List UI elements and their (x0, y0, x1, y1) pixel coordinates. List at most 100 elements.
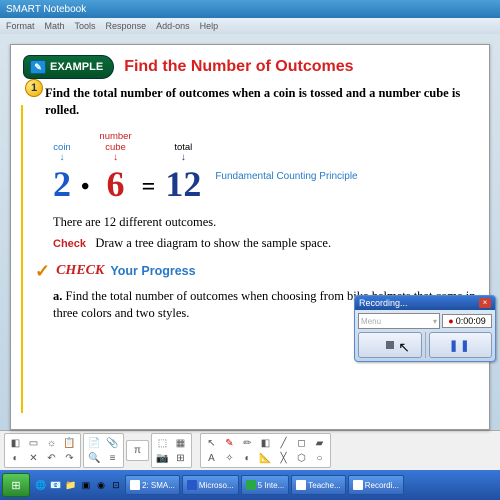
ql-icon[interactable]: ◉ (94, 476, 108, 494)
check-progress-header: ✓ CHECK Your Progress (35, 261, 477, 282)
task-label: 5 Inte... (258, 481, 285, 490)
problem-text: Find the total number of outcomes when a… (45, 85, 477, 119)
tool-icon[interactable]: ☼ (43, 436, 60, 450)
fill-icon[interactable]: ▰ (311, 436, 328, 450)
task-label: 2: SMA... (142, 481, 175, 490)
tool-group-5: ↖ ✎ ✏ ◧ ╱ ◻ ▰ A ✧ ◐ 📐 ╳ ⬡ ○ (200, 433, 331, 468)
shape-icon[interactable]: ◻ (293, 436, 310, 450)
recording-menu-dropdown[interactable]: Menu ▾ (358, 313, 440, 329)
task-label: Microso... (199, 481, 234, 490)
tool-icon[interactable]: 🔍 (86, 451, 103, 465)
ql-icon[interactable]: 🌐 (34, 476, 48, 494)
left-rule (21, 105, 23, 413)
menu-help[interactable]: Help (200, 21, 219, 31)
recording-widget[interactable]: Recording... × Menu ▾ ●0:00:09 ❚❚ (354, 295, 496, 362)
tool-icon[interactable]: ≡ (104, 451, 121, 465)
check-instruction: Draw a tree diagram to show the sample s… (95, 236, 331, 250)
tool-icon[interactable]: 📄 (86, 436, 103, 450)
start-button[interactable]: ⊞ (2, 473, 30, 497)
tool-icon[interactable]: ↷ (61, 451, 78, 465)
tool-icon[interactable]: ↶ (43, 451, 60, 465)
quick-launch: 🌐 📧 📁 ▣ ◉ ⊡ (34, 476, 123, 494)
text-icon[interactable]: A (203, 451, 220, 465)
ruler-icon[interactable]: 📐 (257, 451, 274, 465)
ql-icon[interactable]: ▣ (79, 476, 93, 494)
pen-icon[interactable]: ✏ (239, 436, 256, 450)
recording-title-bar[interactable]: Recording... × (355, 296, 495, 310)
ql-icon[interactable]: ⊡ (109, 476, 123, 494)
ql-icon[interactable]: 📁 (64, 476, 78, 494)
badge-icon: ✎ (30, 60, 46, 74)
tool-icon[interactable]: 📎 (104, 436, 121, 450)
tool-icon[interactable]: ▦ (172, 436, 189, 450)
eq-cube-col: number cube ↓ 6 (99, 131, 131, 205)
pen-icon[interactable]: ✎ (221, 436, 238, 450)
value-cube: 6 (107, 163, 125, 205)
tool-icon[interactable]: ◐ (7, 451, 24, 465)
menu-format[interactable]: Format (6, 21, 35, 31)
example-badge: ✎ EXAMPLE (23, 55, 114, 79)
pause-button[interactable]: ❚❚ (429, 332, 493, 358)
pointer-icon[interactable]: ↖ (203, 436, 220, 450)
example-badge-text: EXAMPLE (50, 61, 103, 73)
tool-icon[interactable]: ⬚ (154, 436, 171, 450)
tool-icon[interactable]: ✕ (25, 451, 42, 465)
label-cube: number cube (99, 131, 131, 153)
recording-row-2: ❚❚ (355, 332, 495, 361)
step-number: 1 (25, 79, 43, 97)
app-title: SMART Notebook (6, 4, 86, 15)
tool-icon[interactable]: ○ (311, 451, 328, 465)
recording-row-1: Menu ▾ ●0:00:09 (355, 310, 495, 332)
tool-icon[interactable]: ╳ (275, 451, 292, 465)
tool-group-1: ◧ ▭ ☼ 📋 ◐ ✕ ↶ ↷ (4, 433, 81, 468)
tool-icon[interactable]: ⬡ (293, 451, 310, 465)
tool-icon[interactable]: ◐ (239, 451, 256, 465)
tool-group-4: ⬚ ▦ 📷 ⊞ (151, 433, 192, 468)
check-line: Check Draw a tree diagram to show the sa… (53, 236, 477, 251)
task-button[interactable]: Microso... (182, 475, 239, 495)
menu-tools[interactable]: Tools (75, 21, 96, 31)
arrow-icon: ↓ (113, 155, 118, 161)
eraser-icon[interactable]: ◧ (257, 436, 274, 450)
taskbar: ⊞ 🌐 📧 📁 ▣ ◉ ⊡ 2: SMA... Microso... 5 Int… (0, 470, 500, 500)
pi-icon[interactable]: π (129, 443, 146, 458)
tool-icon[interactable]: 📷 (154, 451, 171, 465)
chevron-down-icon: ▾ (433, 317, 437, 326)
tool-icon[interactable]: ⊞ (172, 451, 189, 465)
tool-icon[interactable]: 📋 (61, 436, 78, 450)
your-progress: Your Progress (110, 264, 195, 278)
stop-button[interactable] (358, 332, 422, 358)
task-icon (130, 480, 140, 490)
dropdown-label: Menu (361, 317, 381, 326)
page-content: ✎ EXAMPLE Find the Number of Outcomes 1 … (10, 44, 490, 430)
close-icon[interactable]: × (479, 298, 491, 308)
check-word: CHECK (56, 263, 104, 279)
record-dot-icon: ● (448, 316, 453, 326)
menu-addons[interactable]: Add-ons (156, 21, 190, 31)
menu-math[interactable]: Math (45, 21, 65, 31)
task-button[interactable]: 2: SMA... (125, 475, 180, 495)
value-coin: 2 (53, 163, 71, 205)
eq-coin-col: coin ↓ 2 (53, 142, 71, 205)
op-eq: = (136, 174, 162, 205)
task-button[interactable]: 5 Inte... (241, 475, 290, 495)
task-label: Recordi... (365, 481, 399, 490)
divider (425, 332, 426, 358)
menu-response[interactable]: Response (106, 21, 147, 31)
line-icon[interactable]: ╱ (275, 436, 292, 450)
tool-icon[interactable]: ▭ (25, 436, 42, 450)
tool-icon[interactable]: ✧ (221, 451, 238, 465)
check-label: Check (53, 238, 86, 250)
recording-title: Recording... (359, 298, 408, 308)
task-icon (246, 480, 256, 490)
task-button[interactable]: Teache... (291, 475, 345, 495)
ql-icon[interactable]: 📧 (49, 476, 63, 494)
time-value: 0:00:09 (456, 316, 486, 326)
task-icon (353, 480, 363, 490)
tool-group-2: 📄 📎 🔍 ≡ (83, 433, 124, 468)
task-button[interactable]: Recordi... (348, 475, 404, 495)
tool-icon[interactable]: ◧ (7, 436, 24, 450)
arrow-icon: ↓ (181, 155, 186, 161)
tool-group-3: π (126, 440, 149, 461)
example-header: ✎ EXAMPLE Find the Number of Outcomes (23, 55, 477, 79)
